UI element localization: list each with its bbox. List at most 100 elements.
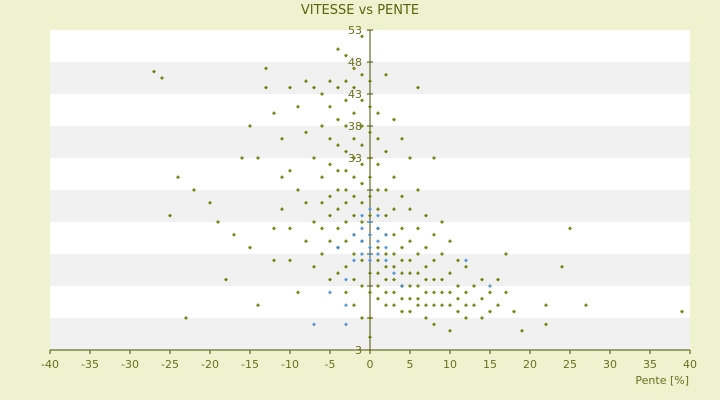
data-point <box>255 155 261 161</box>
data-point <box>543 303 549 308</box>
data-point <box>439 303 445 308</box>
data-point <box>359 258 365 263</box>
data-point <box>311 219 317 225</box>
data-point <box>383 264 389 269</box>
data-point <box>359 143 365 148</box>
data-point <box>375 226 381 231</box>
data-point <box>319 200 325 205</box>
x-tick-label: -20 <box>201 358 219 371</box>
data-point <box>159 75 165 81</box>
y-tick-label: 43 <box>348 88 362 101</box>
data-point <box>367 251 373 257</box>
data-point <box>423 303 429 308</box>
data-point <box>215 219 221 225</box>
data-point <box>415 303 421 308</box>
data-point <box>447 328 453 333</box>
data-point <box>359 123 365 129</box>
data-point <box>367 271 373 276</box>
data-point <box>463 290 469 295</box>
data-point <box>399 258 405 263</box>
data-point <box>407 296 413 301</box>
data-point <box>303 239 309 244</box>
data-point <box>439 290 445 295</box>
data-point <box>559 264 565 269</box>
data-point <box>335 187 341 193</box>
data-point <box>311 85 317 90</box>
data-point <box>503 251 509 257</box>
data-point <box>343 239 349 244</box>
data-point <box>383 290 389 295</box>
data-point <box>399 136 405 141</box>
data-point <box>343 149 349 154</box>
data-point <box>375 162 381 167</box>
data-points <box>151 34 685 340</box>
data-point <box>375 239 381 244</box>
x-tick-label: 25 <box>563 358 577 371</box>
data-point <box>431 303 437 308</box>
data-point <box>343 53 349 58</box>
data-point <box>439 219 445 225</box>
data-point <box>375 245 381 250</box>
data-point <box>287 258 293 263</box>
x-tick-label: 15 <box>483 358 497 371</box>
data-point <box>327 290 333 295</box>
data-point <box>383 213 389 218</box>
data-point <box>415 271 421 276</box>
data-point <box>303 130 309 135</box>
x-tick-label: -30 <box>121 358 139 371</box>
data-point <box>407 207 413 212</box>
data-point <box>391 290 397 295</box>
data-point <box>567 226 573 231</box>
data-point <box>271 226 277 231</box>
data-point <box>367 79 373 84</box>
data-point <box>495 277 501 282</box>
data-point <box>383 258 389 263</box>
data-point <box>431 258 437 263</box>
data-point <box>343 79 349 84</box>
data-point <box>271 111 277 116</box>
data-point <box>351 194 357 199</box>
data-point <box>415 187 421 193</box>
data-point <box>359 239 365 244</box>
data-point <box>351 111 357 116</box>
data-point <box>487 283 493 289</box>
data-point <box>319 175 325 180</box>
data-point <box>247 245 253 250</box>
data-point <box>423 264 429 269</box>
data-point <box>327 136 333 141</box>
data-point <box>327 277 333 282</box>
data-point <box>327 79 333 84</box>
data-point <box>335 271 341 276</box>
x-tick-label: 35 <box>643 358 657 371</box>
data-point <box>375 283 381 289</box>
data-point <box>487 309 493 314</box>
data-point <box>399 245 405 250</box>
data-point <box>463 315 469 321</box>
x-tick-label: -35 <box>81 358 99 371</box>
data-point <box>343 277 349 282</box>
data-point <box>583 303 589 308</box>
data-point <box>383 245 389 250</box>
data-point <box>375 213 381 218</box>
data-point <box>311 264 317 269</box>
data-point <box>295 104 301 109</box>
data-point <box>335 226 341 231</box>
data-point <box>351 155 357 161</box>
data-point <box>359 162 365 167</box>
y-tick-label: 3 <box>355 344 362 357</box>
data-point <box>367 245 373 250</box>
data-point <box>351 136 357 141</box>
data-point <box>367 207 373 212</box>
x-tick-label: 40 <box>683 358 697 371</box>
data-point <box>335 117 341 122</box>
data-point <box>343 168 349 173</box>
data-point <box>295 187 301 193</box>
data-point <box>431 232 437 237</box>
data-point <box>399 226 405 231</box>
data-point <box>375 187 381 193</box>
data-point <box>255 303 261 308</box>
data-point <box>495 303 501 308</box>
data-point <box>351 258 357 263</box>
data-point <box>543 322 549 327</box>
data-point <box>487 290 493 295</box>
